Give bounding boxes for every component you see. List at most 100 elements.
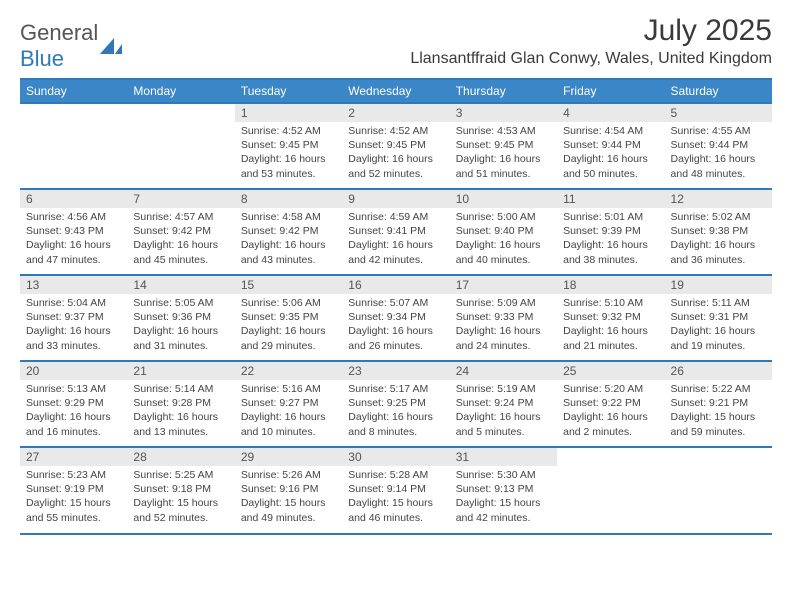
sunrise-line: Sunrise: 5:25 AM <box>133 468 228 482</box>
daylight-line: Daylight: 16 hours and 19 minutes. <box>671 324 766 352</box>
sunset-line: Sunset: 9:45 PM <box>348 138 443 152</box>
sunrise-line: Sunrise: 4:59 AM <box>348 210 443 224</box>
daylight-line: Daylight: 16 hours and 45 minutes. <box>133 238 228 266</box>
calendar-cell: 28Sunrise: 5:25 AMSunset: 9:18 PMDayligh… <box>127 447 234 533</box>
calendar-cell: 5Sunrise: 4:55 AMSunset: 9:44 PMDaylight… <box>665 103 772 189</box>
sunrise-line: Sunrise: 5:22 AM <box>671 382 766 396</box>
day-details: Sunrise: 4:59 AMSunset: 9:41 PMDaylight:… <box>342 208 449 271</box>
day-details: Sunrise: 5:14 AMSunset: 9:28 PMDaylight:… <box>127 380 234 443</box>
calendar-cell <box>127 103 234 189</box>
sunset-line: Sunset: 9:42 PM <box>241 224 336 238</box>
calendar-cell: 16Sunrise: 5:07 AMSunset: 9:34 PMDayligh… <box>342 275 449 361</box>
day-number: 30 <box>342 448 449 466</box>
sunset-line: Sunset: 9:40 PM <box>456 224 551 238</box>
sunrise-line: Sunrise: 4:57 AM <box>133 210 228 224</box>
daylight-line: Daylight: 16 hours and 16 minutes. <box>26 410 121 438</box>
calendar-cell: 14 Sunrise: 5:05 AMSunset: 9:36 PMDayligh… <box>127 275 234 361</box>
day-number: 23 <box>342 362 449 380</box>
daylight-line: Daylight: 16 hours and 31 minutes. <box>133 324 228 352</box>
calendar-cell: 30Sunrise: 5:28 AMSunset: 9:14 PMDayligh… <box>342 447 449 533</box>
day-details: Sunrise: 5:06 AMSunset: 9:35 PMDaylight:… <box>235 294 342 357</box>
calendar-cell: 24Sunrise: 5:19 AMSunset: 9:24 PMDayligh… <box>450 361 557 447</box>
sunrise-line: Sunrise: 5:01 AM <box>563 210 658 224</box>
sunrise-line: Sunrise: 5:04 AM <box>26 296 121 310</box>
daylight-line: Daylight: 16 hours and 40 minutes. <box>456 238 551 266</box>
month-title: July 2025 <box>410 14 772 48</box>
day-number: 5 <box>665 104 772 122</box>
day-number: 14 <box>127 276 234 294</box>
day-header: Friday <box>557 79 664 103</box>
calendar-body: 1Sunrise: 4:52 AMSunset: 9:45 PMDaylight… <box>20 103 772 533</box>
day-details: Sunrise: 4:52 AMSunset: 9:45 PMDaylight:… <box>235 122 342 185</box>
day-number: 15 <box>235 276 342 294</box>
daylight-line: Daylight: 16 hours and 50 minutes. <box>563 152 658 180</box>
day-details: Sunrise: 5:20 AMSunset: 9:22 PMDaylight:… <box>557 380 664 443</box>
day-details: Sunrise: 5:09 AMSunset: 9:33 PMDaylight:… <box>450 294 557 357</box>
sunrise-line: Sunrise: 5:05 AM <box>133 296 228 310</box>
sunrise-line: Sunrise: 4:53 AM <box>456 124 551 138</box>
daylight-line: Daylight: 16 hours and 42 minutes. <box>348 238 443 266</box>
sunset-line: Sunset: 9:16 PM <box>241 482 336 496</box>
day-details: Sunrise: 5:02 AMSunset: 9:38 PMDaylight:… <box>665 208 772 271</box>
calendar-cell: 15Sunrise: 5:06 AMSunset: 9:35 PMDayligh… <box>235 275 342 361</box>
day-header: Tuesday <box>235 79 342 103</box>
sunset-line: Sunset: 9:38 PM <box>671 224 766 238</box>
calendar-week-row: 20Sunrise: 5:13 AMSunset: 9:29 PMDayligh… <box>20 361 772 447</box>
day-details: Sunrise: 5:28 AMSunset: 9:14 PMDaylight:… <box>342 466 449 529</box>
day-number: 24 <box>450 362 557 380</box>
daylight-line: Daylight: 16 hours and 36 minutes. <box>671 238 766 266</box>
calendar-cell: 12Sunrise: 5:02 AMSunset: 9:38 PMDayligh… <box>665 189 772 275</box>
sunset-line: Sunset: 9:36 PM <box>133 310 228 324</box>
calendar-week-row: 27Sunrise: 5:23 AMSunset: 9:19 PMDayligh… <box>20 447 772 533</box>
day-number: 31 <box>450 448 557 466</box>
sunset-line: Sunset: 9:24 PM <box>456 396 551 410</box>
sunrise-line: Sunrise: 5:17 AM <box>348 382 443 396</box>
day-number: 1 <box>235 104 342 122</box>
daylight-line: Daylight: 16 hours and 10 minutes. <box>241 410 336 438</box>
sunrise-line: Sunrise: 4:56 AM <box>26 210 121 224</box>
day-details: Sunrise: 5:10 AMSunset: 9:32 PMDaylight:… <box>557 294 664 357</box>
sunset-line: Sunset: 9:29 PM <box>26 396 121 410</box>
sunrise-line: Sunrise: 5:28 AM <box>348 468 443 482</box>
calendar-cell: 20 Sunrise: 5:13 AMSunset: 9:29 PMDayligh… <box>20 361 127 447</box>
day-number: 3 <box>450 104 557 122</box>
day-details: Sunrise: 5:25 AMSunset: 9:18 PMDaylight:… <box>127 466 234 529</box>
sunset-line: Sunset: 9:25 PM <box>348 396 443 410</box>
calendar-cell: 3Sunrise: 4:53 AMSunset: 9:45 PMDaylight… <box>450 103 557 189</box>
calendar-cell: 19Sunrise: 5:11 AMSunset: 9:31 PMDayligh… <box>665 275 772 361</box>
sunrise-line: Sunrise: 4:52 AM <box>241 124 336 138</box>
day-details: Sunrise: 4:53 AMSunset: 9:45 PMDaylight:… <box>450 122 557 185</box>
day-details: Sunrise: 5:22 AMSunset: 9:21 PMDaylight:… <box>665 380 772 443</box>
sunrise-line: Sunrise: 5:13 AM <box>26 382 121 396</box>
daylight-line: Daylight: 16 hours and 8 minutes. <box>348 410 443 438</box>
calendar-cell: 26Sunrise: 5:22 AMSunset: 9:21 PMDayligh… <box>665 361 772 447</box>
day-number: 20 <box>20 362 127 380</box>
sunrise-line: Sunrise: 4:58 AM <box>241 210 336 224</box>
day-number: 8 <box>235 190 342 208</box>
calendar-header-row: SundayMondayTuesdayWednesdayThursdayFrid… <box>20 79 772 103</box>
day-number: 18 <box>557 276 664 294</box>
day-details: Sunrise: 4:55 AMSunset: 9:44 PMDaylight:… <box>665 122 772 185</box>
day-number: 22 <box>235 362 342 380</box>
sunset-line: Sunset: 9:22 PM <box>563 396 658 410</box>
day-header: Wednesday <box>342 79 449 103</box>
calendar-cell: 2Sunrise: 4:52 AMSunset: 9:45 PMDaylight… <box>342 103 449 189</box>
sunset-line: Sunset: 9:37 PM <box>26 310 121 324</box>
sunrise-line: Sunrise: 5:14 AM <box>133 382 228 396</box>
calendar-cell <box>665 447 772 533</box>
sunset-line: Sunset: 9:45 PM <box>241 138 336 152</box>
calendar-cell: 11Sunrise: 5:01 AMSunset: 9:39 PMDayligh… <box>557 189 664 275</box>
daylight-line: Daylight: 16 hours and 21 minutes. <box>563 324 658 352</box>
sunrise-line: Sunrise: 5:09 AM <box>456 296 551 310</box>
calendar-cell: 1Sunrise: 4:52 AMSunset: 9:45 PMDaylight… <box>235 103 342 189</box>
calendar-cell: 6Sunrise: 4:56 AMSunset: 9:43 PMDaylight… <box>20 189 127 275</box>
calendar-cell: 7Sunrise: 4:57 AMSunset: 9:42 PMDaylight… <box>127 189 234 275</box>
daylight-line: Daylight: 16 hours and 2 minutes. <box>563 410 658 438</box>
daylight-line: Daylight: 15 hours and 46 minutes. <box>348 496 443 524</box>
day-number: 10 <box>450 190 557 208</box>
day-number: 11 <box>557 190 664 208</box>
day-number: 27 <box>20 448 127 466</box>
day-number: 26 <box>665 362 772 380</box>
sunrise-line: Sunrise: 5:11 AM <box>671 296 766 310</box>
day-details: Sunrise: 5:00 AMSunset: 9:40 PMDaylight:… <box>450 208 557 271</box>
